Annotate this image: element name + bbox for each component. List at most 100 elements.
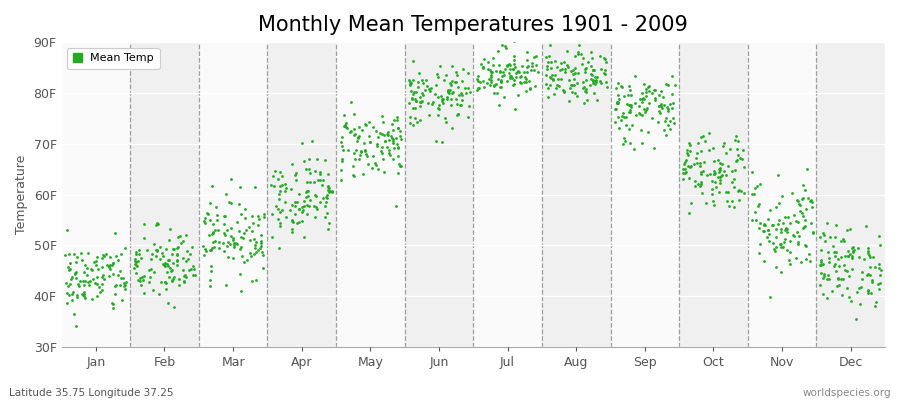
Point [653,101,668,107]
Point [320,183,335,190]
Point [495,42,509,48]
Point [844,253,859,260]
Point [152,256,166,263]
Point [501,60,516,67]
Point [494,78,508,84]
Point [149,220,164,226]
Point [697,168,711,174]
Point [220,243,234,250]
Point [60,283,75,289]
Point [495,73,509,80]
Point [255,248,269,255]
Point [440,94,454,100]
Point [557,88,572,94]
Point [412,117,427,124]
Point [503,75,517,81]
Point [273,223,287,229]
Point [271,216,285,222]
Point [381,129,395,135]
Point [302,202,317,209]
Bar [816,42,885,347]
Point [445,125,459,132]
Point [186,265,201,272]
Point [203,200,218,206]
Point [414,99,428,105]
Point [127,264,141,271]
Point [873,279,887,286]
Point [719,171,733,178]
Point [679,157,693,163]
Point [615,112,629,119]
Point [716,143,730,150]
Point [505,75,519,81]
Point [284,161,299,167]
Point [180,248,194,254]
Point [570,92,584,99]
Point [137,221,151,228]
Point [722,202,736,209]
Point [88,262,103,268]
Point [337,122,351,129]
Point [550,64,564,70]
Point [594,66,608,73]
Point [302,196,317,203]
Point [568,53,582,59]
Point [529,62,544,68]
Point [771,217,786,223]
Point [160,256,175,263]
Point [837,237,851,244]
Point [803,198,817,204]
Point [796,194,811,201]
Point [288,171,302,178]
Point [441,88,455,94]
Point [170,234,184,240]
Point [347,173,362,179]
Point [111,256,125,263]
Point [63,266,77,272]
Point [251,213,266,220]
Point [314,181,328,188]
Point [835,292,850,298]
Point [153,244,167,250]
Point [788,255,803,261]
Point [222,199,237,206]
Point [556,89,571,95]
Point [179,274,194,280]
Point [584,76,598,83]
Point [406,89,420,95]
Point [148,241,162,248]
Point [166,274,181,280]
Point [598,55,612,61]
Point [393,133,408,140]
Point [205,244,220,251]
Point [506,66,520,72]
Point [424,85,438,91]
Point [365,153,380,159]
Point [393,128,408,134]
Point [78,262,93,268]
Point [757,222,771,228]
Point [430,74,445,80]
Point [500,77,515,84]
Point [249,249,264,255]
Point [243,237,257,243]
Point [471,73,485,79]
Point [290,220,304,226]
Point [667,120,681,126]
Point [682,164,697,170]
Point [403,79,418,86]
Point [347,156,362,162]
Point [273,182,287,189]
Point [845,249,859,255]
Point [806,229,820,235]
Point [568,65,582,72]
Point [835,236,850,242]
Point [558,66,572,72]
Point [798,242,813,249]
Point [83,277,97,284]
Point [346,126,361,132]
Point [297,234,311,240]
Point [661,122,675,128]
Point [821,249,835,255]
Point [210,216,224,223]
